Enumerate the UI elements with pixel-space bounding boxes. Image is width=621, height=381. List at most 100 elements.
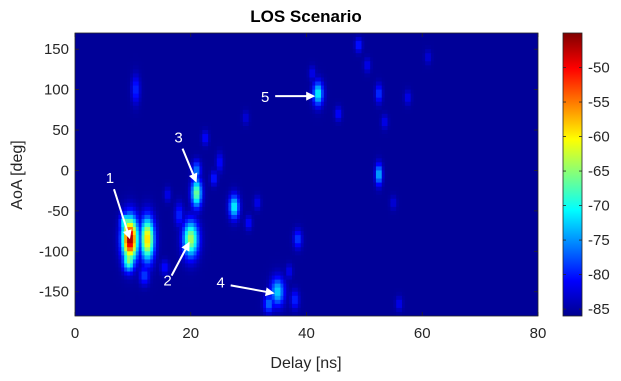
heatmap-cell xyxy=(373,194,377,200)
heatmap-cell xyxy=(329,113,334,119)
heatmap-cell xyxy=(303,214,389,220)
heatmap-cell xyxy=(211,125,241,131)
heatmap-cell xyxy=(127,279,134,285)
heatmap-cell xyxy=(361,69,365,75)
heatmap-cell xyxy=(245,227,253,232)
heatmap-cell xyxy=(251,109,256,115)
heatmap-cell xyxy=(225,182,229,188)
heatmap-cell xyxy=(135,271,140,277)
heatmap-cell xyxy=(167,259,172,265)
heatmap-cell xyxy=(164,182,172,188)
heatmap-cell xyxy=(332,89,371,95)
heatmap-cell xyxy=(401,109,406,115)
heatmap-cell xyxy=(196,231,201,236)
heatmap-cell xyxy=(260,271,267,277)
x-tick-label: 40 xyxy=(298,325,315,342)
heatmap-cell xyxy=(254,202,261,208)
heatmap-cell xyxy=(208,198,212,204)
heatmap-cell xyxy=(254,299,258,305)
heatmap-cell xyxy=(153,202,157,208)
heatmap-cell xyxy=(300,275,538,281)
heatmap-cell xyxy=(184,239,189,244)
heatmap-cell xyxy=(205,170,209,176)
heatmap-cell xyxy=(75,174,186,180)
heatmap-cell xyxy=(323,109,328,115)
heatmap-cell xyxy=(135,210,140,216)
heatmap-cell xyxy=(150,291,157,297)
heatmap-cell xyxy=(202,223,206,228)
heatmap-cell xyxy=(381,81,386,87)
heatmap-cell xyxy=(202,218,206,224)
heatmap-cell xyxy=(129,117,143,123)
heatmap-cell xyxy=(349,49,354,54)
heatmap-cell xyxy=(141,210,146,216)
heatmap-cell xyxy=(393,125,538,131)
heatmap-cell xyxy=(315,81,322,87)
heatmap-cell xyxy=(182,214,186,220)
heatmap-cell xyxy=(390,134,538,139)
heatmap-cell xyxy=(251,231,256,236)
heatmap-cell xyxy=(320,89,325,95)
heatmap-cell xyxy=(251,202,256,208)
heatmap-cell xyxy=(329,81,334,87)
heatmap-cell xyxy=(237,210,241,216)
heatmap-cell xyxy=(182,218,186,224)
heatmap-cell xyxy=(297,307,302,313)
heatmap-cell xyxy=(127,223,134,228)
heatmap-cell xyxy=(399,202,403,208)
y-tick-label: 50 xyxy=(52,122,69,139)
heatmap-cell xyxy=(384,93,389,99)
heatmap-cell xyxy=(312,89,316,95)
heatmap-cell xyxy=(222,170,227,176)
heatmap-cell xyxy=(135,251,140,256)
heatmap-cell xyxy=(132,89,140,95)
heatmap-cell xyxy=(196,134,201,139)
heatmap-cell xyxy=(387,166,538,172)
heatmap-cell xyxy=(138,194,143,200)
heatmap-cell xyxy=(196,263,201,269)
heatmap-cell xyxy=(390,307,394,313)
heatmap-cell xyxy=(274,267,282,273)
heatmap-cell xyxy=(274,291,282,297)
heatmap-cell xyxy=(141,190,146,196)
heatmap-cell xyxy=(375,101,383,107)
heatmap-cell xyxy=(364,69,371,75)
heatmap-cell xyxy=(306,85,310,91)
heatmap-cell xyxy=(124,214,128,220)
heatmap-cell xyxy=(161,235,166,240)
heatmap-cell xyxy=(75,223,111,228)
heatmap-cell xyxy=(135,227,140,232)
heatmap-cell xyxy=(115,247,119,252)
heatmap-cell xyxy=(292,227,296,232)
heatmap-cell xyxy=(315,105,322,111)
heatmap-cell xyxy=(257,218,290,224)
heatmap-cell xyxy=(358,61,363,66)
heatmap-cell xyxy=(349,45,354,50)
heatmap-cell xyxy=(124,263,128,269)
heatmap-cell xyxy=(329,73,363,79)
heatmap-cell xyxy=(341,121,345,127)
heatmap-cell xyxy=(292,223,296,228)
heatmap-cell xyxy=(329,105,334,111)
heatmap-cell xyxy=(135,259,140,265)
heatmap-cell xyxy=(401,206,538,212)
heatmap-cell xyxy=(187,214,195,220)
heatmap-cell xyxy=(361,37,365,42)
heatmap-cell xyxy=(222,162,227,168)
heatmap-cell xyxy=(211,235,229,240)
heatmap-cell xyxy=(164,186,172,192)
heatmap-cell xyxy=(138,121,201,127)
heatmap-cell xyxy=(202,239,206,244)
heatmap-cell xyxy=(147,291,151,297)
heatmap-cell xyxy=(274,303,282,309)
heatmap-cell xyxy=(245,214,253,220)
heatmap-cell xyxy=(167,275,172,281)
heatmap-cell xyxy=(404,299,409,305)
heatmap-cell xyxy=(173,243,177,248)
heatmap-cell xyxy=(190,154,195,159)
heatmap-cell xyxy=(135,218,140,224)
heatmap-cell xyxy=(283,271,287,277)
heatmap-cell xyxy=(370,49,374,54)
heatmap-cell xyxy=(375,170,383,176)
